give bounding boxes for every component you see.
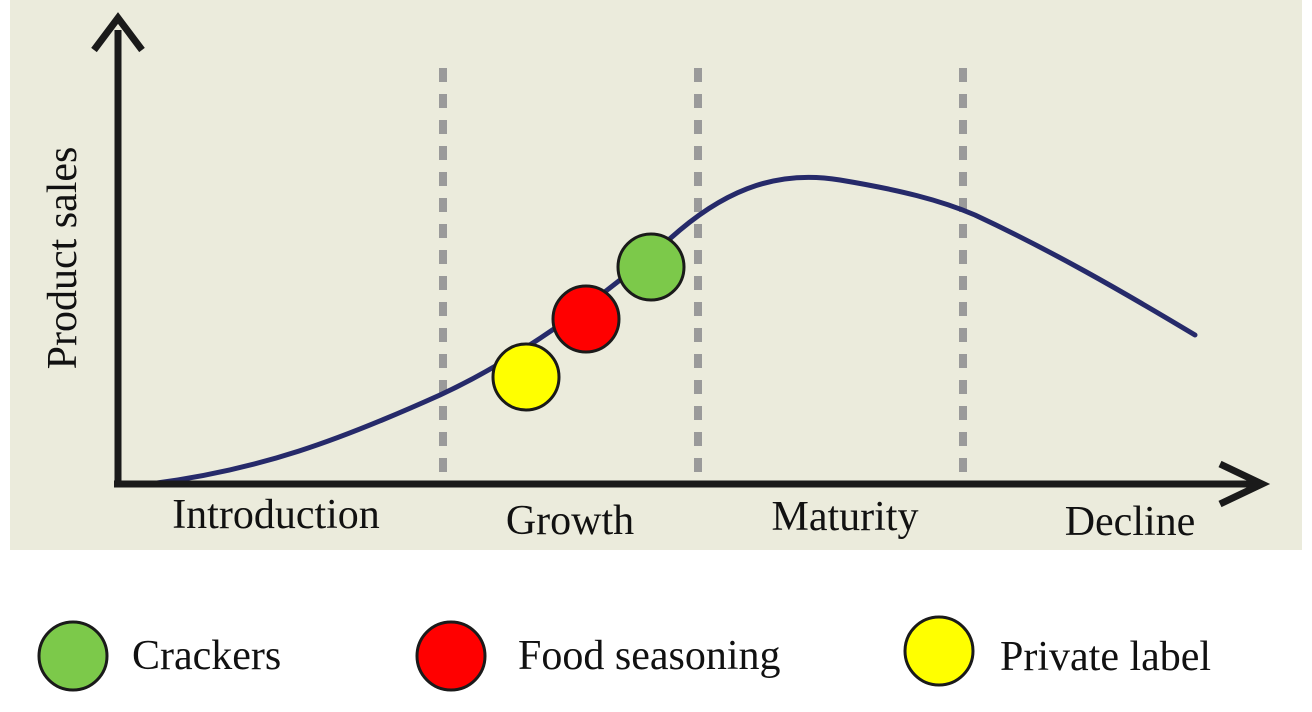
axes	[91, 12, 1271, 508]
legend-label-food-seasoning: Food seasoning	[518, 633, 781, 679]
legend: Crackers Food seasoning Private label	[37, 615, 1211, 692]
legend-swatch-private-label	[903, 615, 975, 687]
marker-crackers	[616, 232, 686, 302]
legend-swatch-crackers	[37, 620, 109, 692]
life-cycle-curve	[147, 174, 1198, 487]
legend-swatch-food-seasoning	[415, 620, 487, 692]
marker-food-seasoning	[551, 284, 621, 354]
legend-item-food-seasoning: Food seasoning	[415, 620, 781, 692]
stage-dividers	[439, 68, 967, 480]
stage-label-decline: Decline	[1065, 499, 1196, 545]
product-markers	[491, 232, 686, 412]
stage-label-introduction: Introduction	[172, 492, 380, 538]
legend-item-private-label: Private label	[903, 615, 1211, 687]
legend-label-crackers: Crackers	[132, 633, 281, 679]
y-axis-title: Product sales	[40, 147, 86, 370]
marker-private-label	[491, 342, 561, 412]
legend-label-private-label: Private label	[1000, 634, 1211, 680]
y-axis-arrow-icon	[91, 12, 145, 53]
x-axis-arrow-icon	[1218, 460, 1271, 508]
stage-label-maturity: Maturity	[772, 494, 919, 540]
legend-item-crackers: Crackers	[37, 620, 281, 692]
stage-label-growth: Growth	[506, 498, 634, 544]
